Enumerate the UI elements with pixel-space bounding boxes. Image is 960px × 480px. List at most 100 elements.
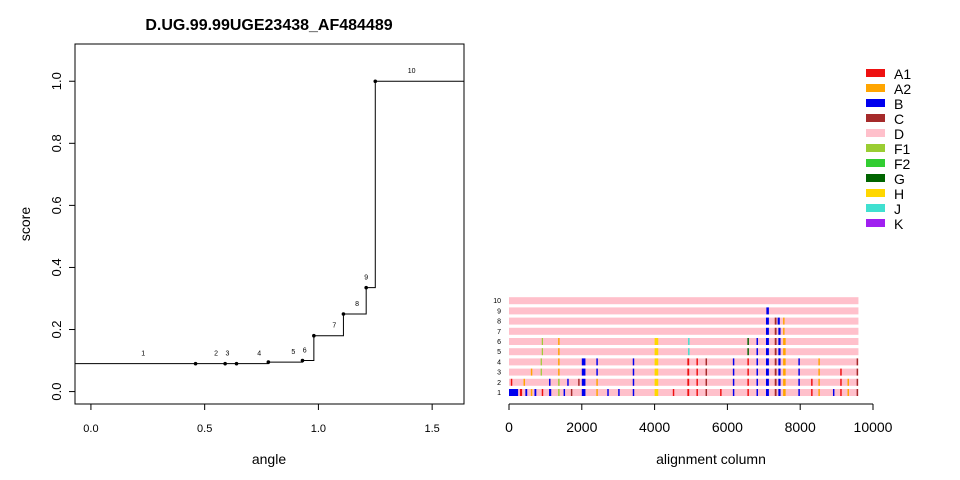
alignment-segment <box>783 327 785 335</box>
alignment-segment <box>509 317 859 325</box>
alignment-segment <box>570 389 573 396</box>
alignment-segment <box>687 358 690 366</box>
alignment-segment <box>798 378 800 386</box>
score-point <box>234 361 239 366</box>
score-point-label: 4 <box>257 351 261 358</box>
alignment-segment <box>774 317 777 325</box>
alignment-panel: 1 2 3 4 5 6 7 8 9 10 0 2000 4000 6000 8000 10000 align… <box>493 297 893 467</box>
alignment-segment <box>783 358 786 366</box>
alignment-row-labels: 1 2 3 4 5 6 7 8 9 10 <box>493 298 501 397</box>
alignment-segment <box>756 348 758 356</box>
alignment-segment <box>732 389 735 396</box>
alignment-segment <box>558 389 560 396</box>
score-x-tick-label: 1.0 <box>311 423 326 435</box>
alignment-segment <box>510 378 513 386</box>
score-y-tick-label: 0.6 <box>49 196 64 214</box>
alignment-segment <box>567 378 569 386</box>
alignment-segment <box>818 368 820 376</box>
alignment-segment <box>747 368 749 376</box>
alignment-segment <box>774 378 777 386</box>
alignment-segment <box>840 368 842 376</box>
legend-label: A1 <box>894 66 911 82</box>
alignment-segment <box>549 389 552 396</box>
alignment-segment <box>654 358 659 366</box>
alignment-segment <box>756 358 758 366</box>
alignment-segment <box>596 368 598 376</box>
score-y-label: score <box>17 207 33 241</box>
alignment-segment <box>818 389 820 396</box>
alignment-segment <box>818 358 820 366</box>
alignment-segment <box>581 378 586 386</box>
alignment-row-label: 9 <box>497 308 501 315</box>
alignment-segment <box>632 389 635 396</box>
alignment-segment <box>558 368 560 376</box>
legend-label: D <box>894 126 904 142</box>
alignment-segment <box>509 389 519 396</box>
alignment-segment <box>558 378 560 386</box>
alignment-segment <box>578 378 580 386</box>
score-point-label: 3 <box>225 351 229 358</box>
alignment-segment <box>509 389 859 396</box>
alignment-segment <box>818 378 820 386</box>
alignment-segment <box>778 378 781 386</box>
alignment-segment <box>687 389 690 396</box>
alignment-strips <box>509 297 859 396</box>
alignment-segment <box>607 389 609 396</box>
alignment-x-tick-label: 4000 <box>639 419 670 435</box>
alignment-segment <box>783 389 786 396</box>
alignment-segment <box>549 378 551 386</box>
alignment-segment <box>509 358 859 366</box>
legend-label: K <box>894 216 904 232</box>
alignment-segment <box>856 389 859 396</box>
alignment-segment <box>654 338 659 345</box>
alignment-segment <box>696 378 698 386</box>
alignment-x-axis: 0 2000 4000 6000 8000 10000 <box>505 404 893 435</box>
alignment-segment <box>688 348 690 356</box>
alignment-segment <box>832 389 835 396</box>
alignment-segment <box>509 338 859 345</box>
alignment-segment <box>596 378 598 386</box>
alignment-segment <box>798 358 800 366</box>
alignment-segment <box>654 378 659 386</box>
alignment-segment <box>618 389 620 396</box>
alignment-segment <box>798 389 800 396</box>
alignment-segment <box>509 348 859 356</box>
alignment-x-tick-label: 2000 <box>566 419 597 435</box>
legend-swatch <box>866 69 885 77</box>
legend-swatch <box>866 174 885 182</box>
score-step-line <box>75 80 464 365</box>
alignment-segment <box>756 389 758 396</box>
alignment-segment <box>765 348 769 356</box>
alignment-segment <box>798 368 800 376</box>
alignment-row-label: 6 <box>497 339 501 346</box>
alignment-segment <box>778 368 781 376</box>
alignment-segment <box>765 338 769 345</box>
alignment-segment <box>696 389 698 396</box>
alignment-segment <box>747 348 749 356</box>
alignment-segment <box>705 358 708 366</box>
alignment-segment <box>558 358 560 366</box>
alignment-segment <box>777 317 780 325</box>
alignment-segment <box>654 368 659 376</box>
alignment-segment <box>581 358 586 366</box>
score-point-label: 1 <box>141 351 145 358</box>
score-panel: D.UG.99.99UGE23438_AF484489 0.0 0.5 1.0 1.5… <box>17 17 465 467</box>
alignment-segment <box>766 307 769 315</box>
alignment-segment <box>765 327 769 335</box>
score-y-tick-label: 0.8 <box>49 134 64 152</box>
alignment-segment <box>509 378 859 386</box>
alignment-row-label: 1 <box>497 390 501 397</box>
alignment-segment <box>778 327 781 335</box>
score-x-axis: 0.0 0.5 1.0 1.5 <box>83 404 440 435</box>
alignment-segment <box>856 368 859 376</box>
alignment-row-label: 3 <box>497 370 501 377</box>
alignment-segment <box>778 358 781 366</box>
alignment-segment <box>774 327 777 335</box>
score-point-label: 6 <box>303 348 307 355</box>
score-y-axis: 0.0 0.2 0.4 0.6 0.8 1.0 <box>49 72 75 401</box>
alignment-segment <box>783 338 786 345</box>
legend-swatch <box>866 159 885 167</box>
alignment-segment <box>811 378 813 386</box>
